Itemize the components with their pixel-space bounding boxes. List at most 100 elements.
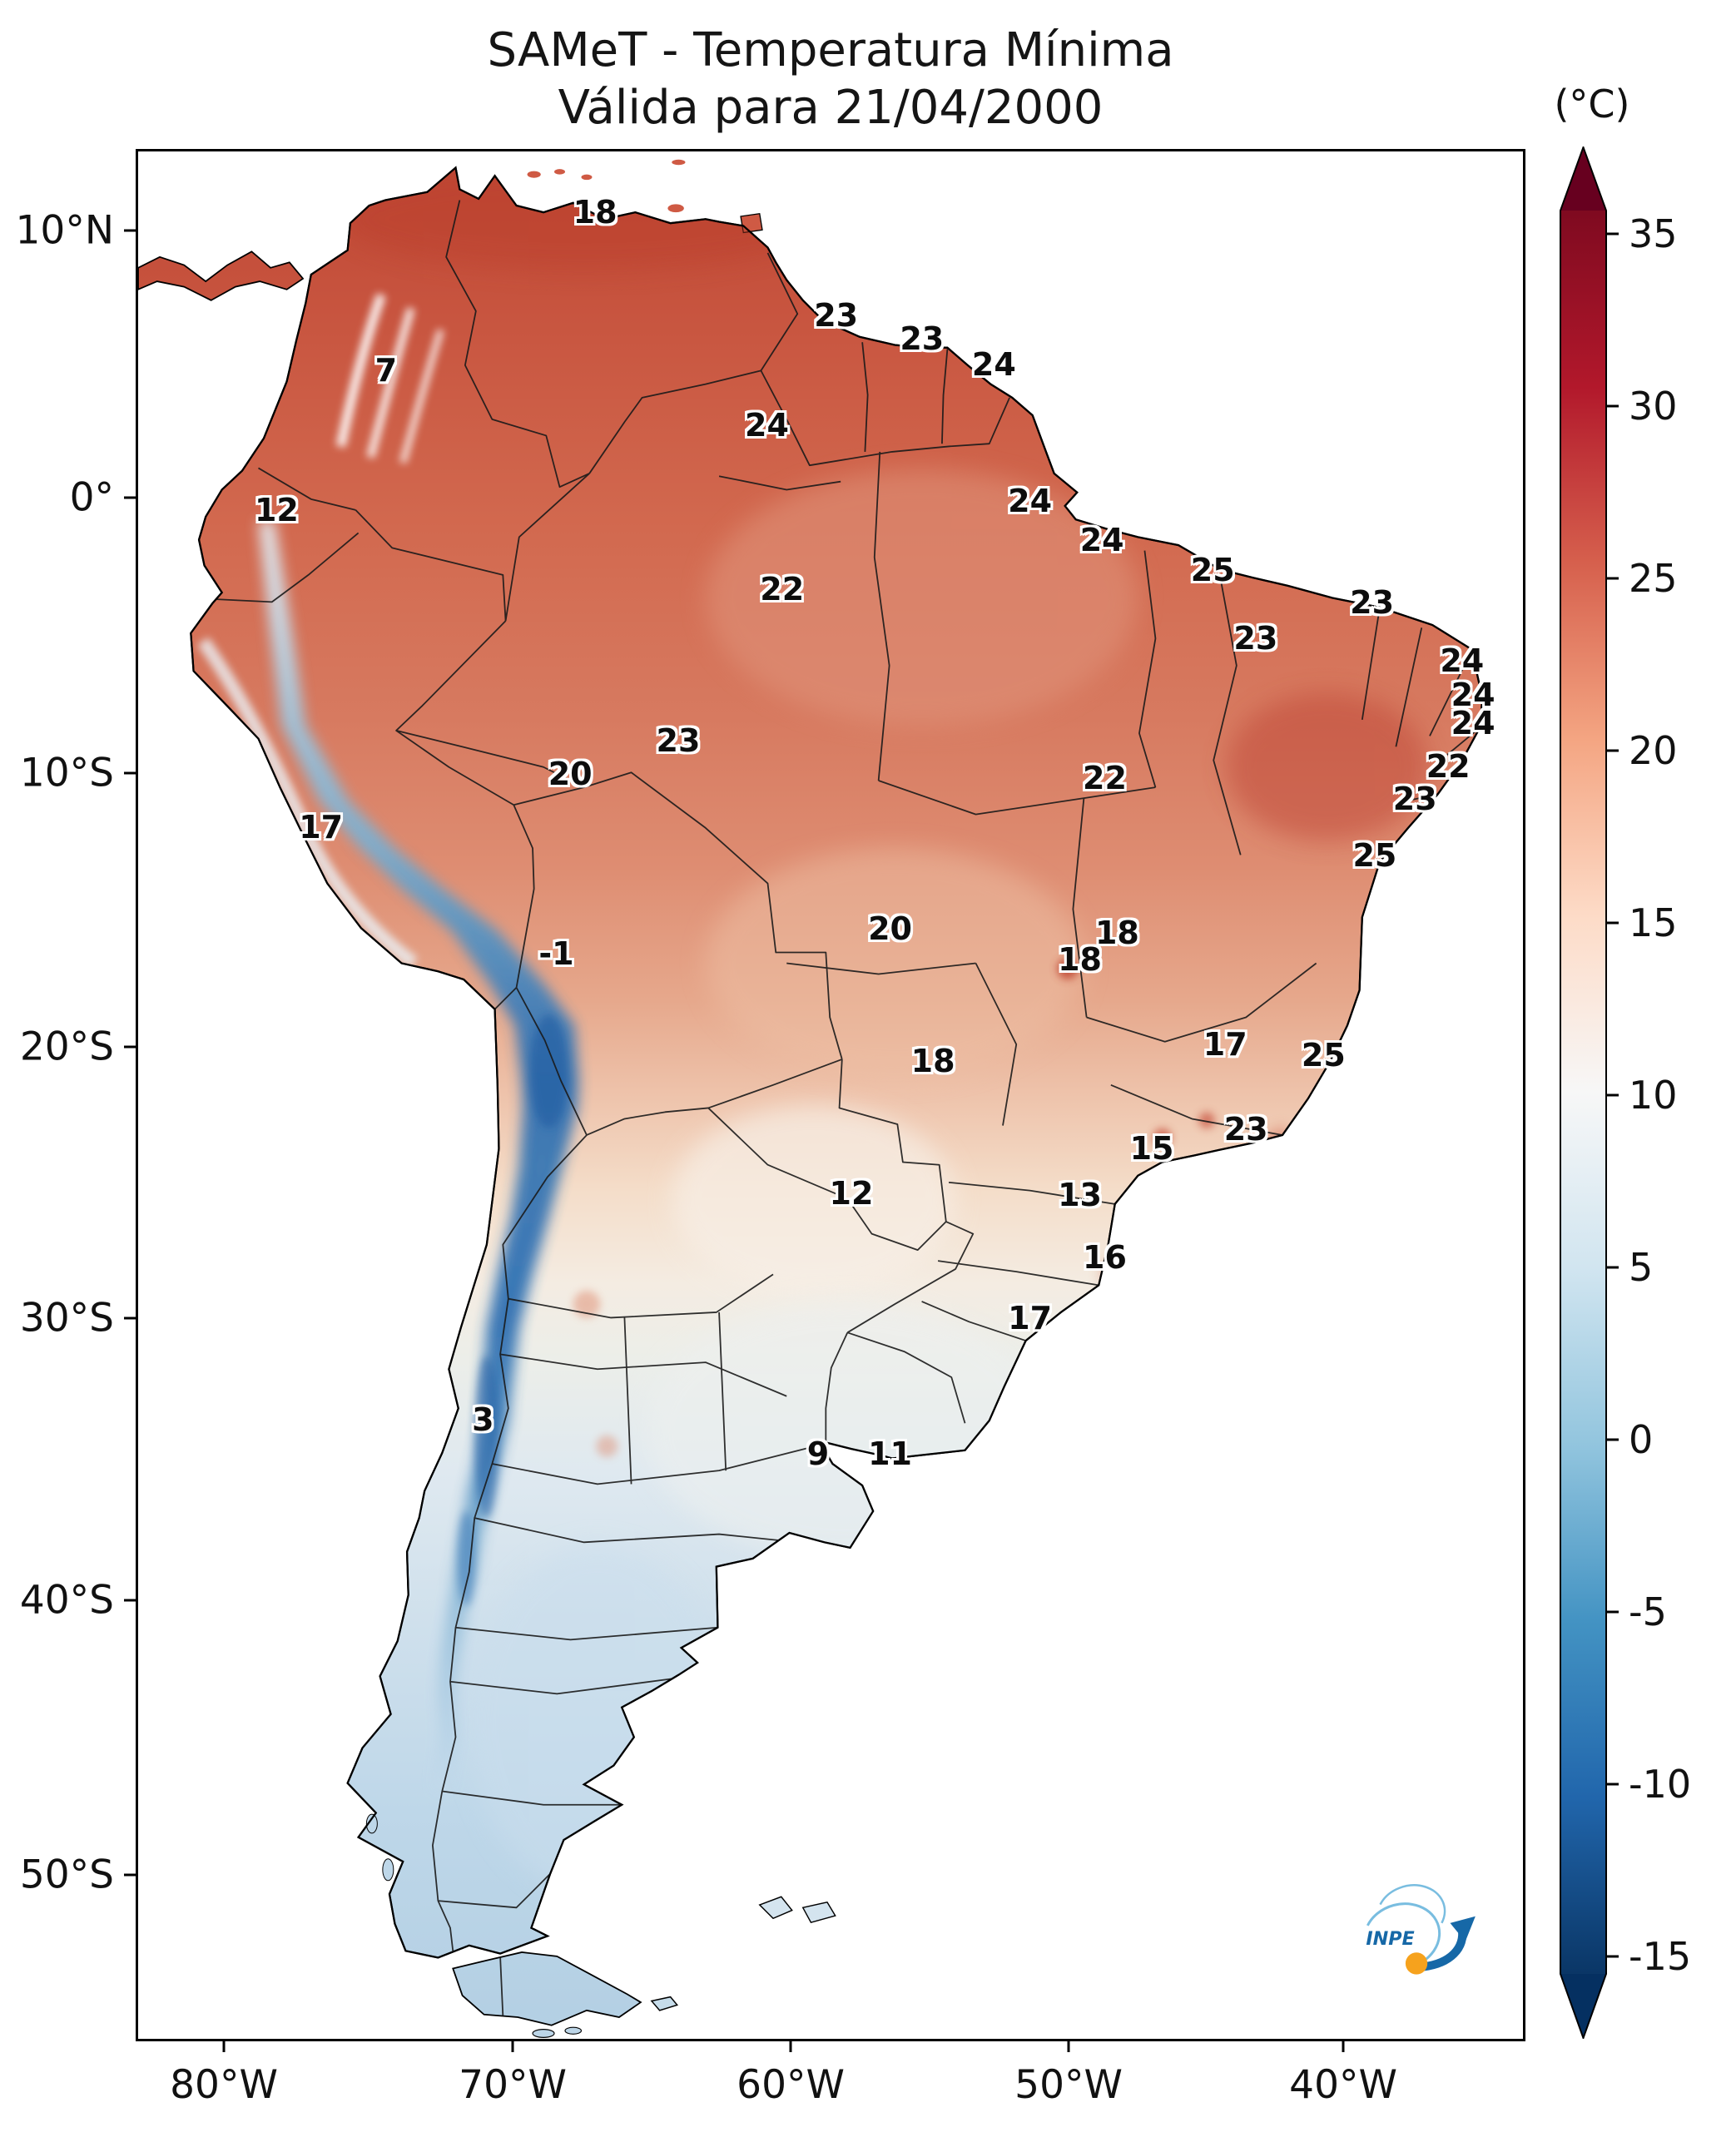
temperature-point-label: 24 xyxy=(1440,642,1485,680)
temperature-point-label: 23 xyxy=(1233,620,1278,657)
temperature-point-label: 24 xyxy=(745,406,789,444)
lat-tick-label: 10°N xyxy=(15,207,114,254)
horn-islet xyxy=(532,2029,555,2038)
lon-tickmark xyxy=(1067,2040,1070,2052)
temperature-point-label: 17 xyxy=(299,808,344,845)
logo-swirl-arc-inner xyxy=(1379,1884,1446,1924)
colorbar-tickmark xyxy=(1607,1266,1619,1269)
temperature-point-label: 17 xyxy=(1203,1025,1247,1063)
colorbar-unit-label: (°C) xyxy=(1554,82,1630,126)
coastline-overlay xyxy=(190,166,1484,1959)
temperature-point-label: 20 xyxy=(548,756,593,793)
colorbar-tick-label: -5 xyxy=(1629,1589,1667,1634)
temperature-point-label: 25 xyxy=(1352,836,1397,874)
lon-tick-label: 70°W xyxy=(459,2062,567,2108)
isla-de-los-estados xyxy=(650,1996,679,2011)
temperature-labels-layer: 18 7 23 23 24 24 12 24 24 25 23 23 24 24 24 22 23 20 22 22 2… xyxy=(138,151,1523,2039)
logo-inpe-text: INPE xyxy=(1366,1928,1414,1950)
colorbar-tick-label: 15 xyxy=(1629,900,1678,945)
south-america-temperature-map xyxy=(138,159,1484,2038)
colorbar-graphic xyxy=(1560,146,1607,2039)
lon-tick-label: 40°W xyxy=(1289,2062,1397,2108)
colorbar-tickmark xyxy=(1607,404,1619,408)
logo-arrow-head xyxy=(1450,1916,1476,1942)
temperature-point-label: 16 xyxy=(1083,1239,1127,1277)
falkland-east xyxy=(801,1901,836,1924)
temperature-point-label: 18 xyxy=(910,1043,955,1080)
lat-tick-label: 20°S xyxy=(19,1024,114,1070)
colorbar-tickmark xyxy=(1607,1955,1619,1958)
lat-tickmark xyxy=(124,1599,136,1602)
colorbar-tickmark xyxy=(1607,1783,1619,1786)
colorbar-tick-label: 5 xyxy=(1629,1244,1654,1290)
chart-title: SAMeT - Temperatura Mínima Válida para 2… xyxy=(136,22,1525,137)
colorbar-tick-label: 35 xyxy=(1629,211,1678,256)
temperature-point-label: 23 xyxy=(1350,584,1395,622)
latitude-axis: 10°N 0° 10°S 20°S 30°S 40°S 50°S xyxy=(0,149,136,2041)
temperature-point-label: 23 xyxy=(900,320,945,357)
colorbar-tickmark xyxy=(1607,921,1619,925)
colorbar-tickmark xyxy=(1607,749,1619,752)
logo-arrow-shaft xyxy=(1419,1923,1467,1971)
horn-islet xyxy=(564,2026,583,2035)
longitude-axis: 80°W 70°W 60°W 50°W 40°W xyxy=(136,2040,1525,2132)
caribbean-islet xyxy=(672,159,686,166)
andes-cold-band xyxy=(258,520,579,1789)
temperature-point-label: 24 xyxy=(1008,482,1053,519)
political-borders xyxy=(216,200,1481,2016)
temperature-point-label: 17 xyxy=(1008,1299,1053,1336)
colorbar xyxy=(1560,146,1607,2039)
falkland-west xyxy=(758,1896,793,1920)
logo-swirl-arc xyxy=(1366,1902,1441,1963)
tierra-del-fuego xyxy=(452,1951,642,2026)
colorbar-tickmark xyxy=(1607,577,1619,580)
colorbar-tick-label: 25 xyxy=(1629,555,1678,601)
colorbar-tick-label: 30 xyxy=(1629,383,1678,429)
colorbar-tick-label: -10 xyxy=(1629,1761,1692,1807)
temperature-point-label: 12 xyxy=(254,491,299,528)
lon-tick-label: 80°W xyxy=(170,2062,278,2108)
lon-tickmark xyxy=(789,2040,792,2052)
caribbean-islet xyxy=(667,204,684,213)
temperature-point-label: 18 xyxy=(573,193,618,231)
temperature-point-label: 22 xyxy=(760,571,805,608)
colorbar-tick-label: -15 xyxy=(1629,1933,1692,1979)
colorbar-tick-label: 0 xyxy=(1629,1416,1654,1462)
temperature-point-label: 23 xyxy=(1392,780,1437,817)
lat-tickmark xyxy=(124,1045,136,1049)
colorbar-tickmark xyxy=(1607,1438,1619,1441)
lat-tick-label: 40°S xyxy=(19,1577,114,1624)
temperature-point-label: 25 xyxy=(1190,552,1235,589)
lon-tickmark xyxy=(1342,2040,1345,2052)
temperature-point-label: 3 xyxy=(472,1401,494,1439)
temperature-point-label: 25 xyxy=(1301,1037,1346,1074)
temperature-point-label: 22 xyxy=(1426,748,1471,786)
lat-tickmark xyxy=(124,1316,136,1320)
temperature-point-label: 12 xyxy=(829,1174,874,1212)
temperature-point-label: -1 xyxy=(538,935,574,972)
temperature-point-label: 24 xyxy=(971,346,1016,384)
temperature-point-label: 15 xyxy=(1129,1129,1174,1167)
colorbar-tickmark xyxy=(1607,1093,1619,1097)
fjord-islet xyxy=(365,1813,378,1834)
lat-tickmark xyxy=(124,771,136,775)
colorbar-outline xyxy=(1560,146,1607,2039)
temperature-point-label: 11 xyxy=(868,1435,912,1472)
temperature-point-label: 24 xyxy=(1451,705,1495,742)
temperature-point-label: 18 xyxy=(1094,914,1139,951)
temperature-point-label: 23 xyxy=(1223,1110,1268,1148)
temperature-point-label: 23 xyxy=(656,721,701,759)
temperature-point-label: 24 xyxy=(1079,522,1124,559)
temperature-point-label: 13 xyxy=(1058,1177,1102,1214)
temperature-point-label: 22 xyxy=(1083,759,1127,796)
temperature-point-label: 7 xyxy=(374,352,398,389)
caribbean-islet xyxy=(527,171,541,178)
lat-tick-label: 30°S xyxy=(19,1295,114,1341)
lon-tick-label: 50°W xyxy=(1014,2062,1123,2108)
caribbean-islet xyxy=(554,169,565,175)
lon-tickmark xyxy=(511,2040,514,2052)
colorbar-ticks: 35 30 25 20 15 10 5 0 -5 -10 -15 xyxy=(1607,211,1736,1979)
colorbar-tick-label: 20 xyxy=(1629,727,1678,773)
lon-tickmark xyxy=(222,2040,226,2052)
